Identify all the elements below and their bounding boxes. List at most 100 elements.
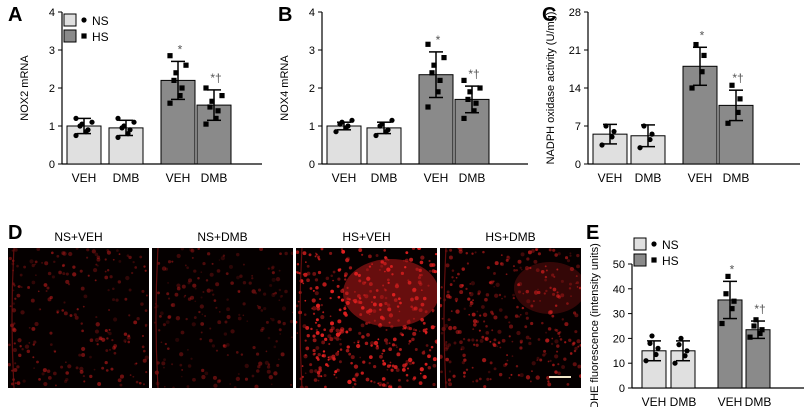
stained-cell [191, 256, 194, 259]
stained-cell [517, 259, 522, 264]
data-point [89, 119, 95, 125]
stained-cell [265, 350, 268, 353]
significance-label: * [730, 262, 735, 276]
stained-cell [579, 374, 581, 378]
stained-cell [74, 315, 79, 320]
stained-cell [491, 312, 495, 316]
stained-cell [278, 299, 281, 302]
stained-cell [400, 271, 405, 275]
stained-cell [292, 311, 293, 314]
stained-cell [83, 294, 88, 299]
stained-cell [380, 260, 384, 264]
stained-cell [452, 326, 457, 330]
stained-cell [202, 261, 206, 266]
stained-cell [564, 256, 569, 260]
x-tick-label: VEH [72, 171, 97, 185]
stained-cell [353, 341, 356, 344]
stained-cell [55, 384, 57, 387]
stained-cell [267, 336, 271, 340]
stained-cell [145, 294, 148, 297]
stained-cell [365, 268, 369, 272]
stained-cell [536, 356, 540, 360]
stained-cell [489, 340, 492, 343]
stained-cell [450, 310, 453, 312]
stained-cell [104, 329, 108, 333]
stained-cell [279, 295, 283, 298]
stained-cell [420, 289, 423, 292]
stained-cell [382, 349, 386, 353]
stained-cell [119, 383, 123, 387]
data-point [425, 104, 431, 110]
stained-cell [558, 335, 561, 338]
stained-cell [575, 281, 579, 285]
data-point [121, 123, 127, 129]
stained-cell [411, 337, 415, 342]
stained-cell [397, 378, 401, 382]
stained-cell [378, 268, 381, 271]
stained-cell [511, 340, 514, 343]
legend-swatch-hs [633, 253, 647, 267]
stained-cell [543, 292, 546, 295]
stained-cell [418, 274, 421, 277]
stained-cell [550, 342, 554, 346]
stained-cell [275, 340, 278, 343]
stained-cell [317, 379, 320, 382]
stained-cell [320, 333, 325, 338]
stained-cell [479, 338, 484, 343]
stained-cell [414, 307, 417, 310]
stained-cell [414, 348, 418, 351]
stained-cell [346, 286, 349, 289]
stained-cell [8, 256, 12, 261]
stained-cell [573, 349, 577, 353]
stained-cell [204, 371, 209, 376]
stained-cell [561, 365, 566, 369]
stained-cell [492, 280, 495, 283]
data-point [747, 334, 753, 340]
stained-cell [271, 292, 276, 298]
stained-cell [556, 291, 559, 294]
stained-cell [447, 378, 452, 382]
stained-cell [517, 315, 521, 318]
data-point [379, 121, 385, 127]
stained-cell [156, 291, 160, 295]
stained-cell [82, 305, 85, 308]
stained-cell [369, 341, 375, 346]
stained-cell [494, 293, 499, 298]
stained-cell [382, 284, 385, 287]
stained-cell [175, 315, 181, 321]
stained-cell [410, 297, 414, 302]
stained-cell [281, 306, 287, 311]
stained-cell [320, 315, 325, 320]
legend-marker-hs [81, 33, 87, 39]
stained-cell [537, 290, 541, 295]
x-tick-label: DMB [745, 395, 772, 407]
stained-cell [212, 293, 215, 296]
stained-cell [389, 265, 393, 268]
stained-cell [95, 316, 98, 319]
stained-cell [448, 325, 453, 331]
stained-cell [568, 287, 572, 290]
significance-label: *† [210, 71, 221, 85]
stained-cell [384, 256, 387, 260]
stained-cell [576, 286, 579, 288]
stained-cell [372, 309, 377, 313]
stained-cell [314, 321, 317, 324]
stained-cell [486, 266, 490, 270]
stained-cell [560, 293, 565, 298]
stained-cell [469, 291, 474, 297]
stained-cell [306, 334, 310, 338]
stained-cell [226, 307, 231, 312]
stained-cell [257, 305, 262, 310]
stained-cell [527, 250, 532, 255]
chart-dhe-fluorescence: 0 10 20 30 40 50 DHE fluorescence (intensity u… [589, 237, 804, 407]
x-tick-label: VEH [688, 171, 713, 185]
stained-cell [302, 273, 305, 276]
stained-cell [357, 294, 361, 298]
stained-cell [193, 269, 197, 273]
stained-cell [409, 257, 414, 262]
stained-cell [499, 346, 502, 349]
stain-cluster [343, 259, 437, 327]
stained-cell [296, 332, 299, 334]
stained-cell [359, 356, 361, 359]
stained-cell [448, 255, 453, 260]
